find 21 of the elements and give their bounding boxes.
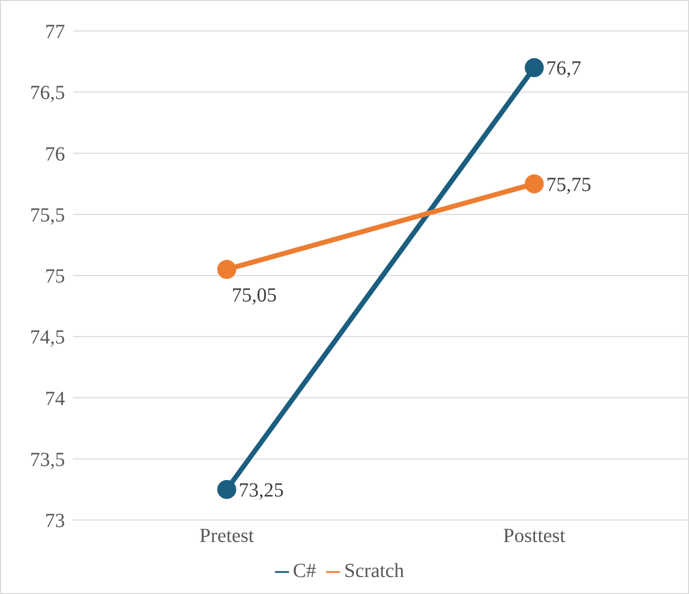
point bbox=[524, 174, 544, 194]
point bbox=[217, 260, 236, 279]
y-tick-label: 75,5 bbox=[30, 204, 65, 226]
y-tick-label: 76,5 bbox=[30, 82, 65, 104]
data-label: 75,75 bbox=[546, 174, 592, 196]
y-tick-label: 77 bbox=[45, 21, 65, 44]
data-label: 75,05 bbox=[232, 284, 277, 306]
x-tick-label: Pretest bbox=[200, 525, 254, 548]
y-tick-label: 75 bbox=[45, 266, 65, 288]
y-tick-label: 76 bbox=[45, 143, 65, 166]
data-label: 76,7 bbox=[546, 58, 582, 80]
legend-label: Scratch bbox=[344, 560, 404, 582]
x-tick-label: Posttest bbox=[503, 525, 566, 548]
legend-label: C# bbox=[292, 560, 316, 582]
y-tick-label: 73 bbox=[45, 510, 65, 532]
point bbox=[217, 480, 236, 499]
y-tick-label: 74 bbox=[45, 388, 65, 410]
data-label: 73,25 bbox=[238, 479, 284, 502]
y-tick-label: 74,5 bbox=[30, 326, 65, 349]
point bbox=[524, 58, 544, 78]
y-tick-label: 73,5 bbox=[30, 448, 65, 471]
